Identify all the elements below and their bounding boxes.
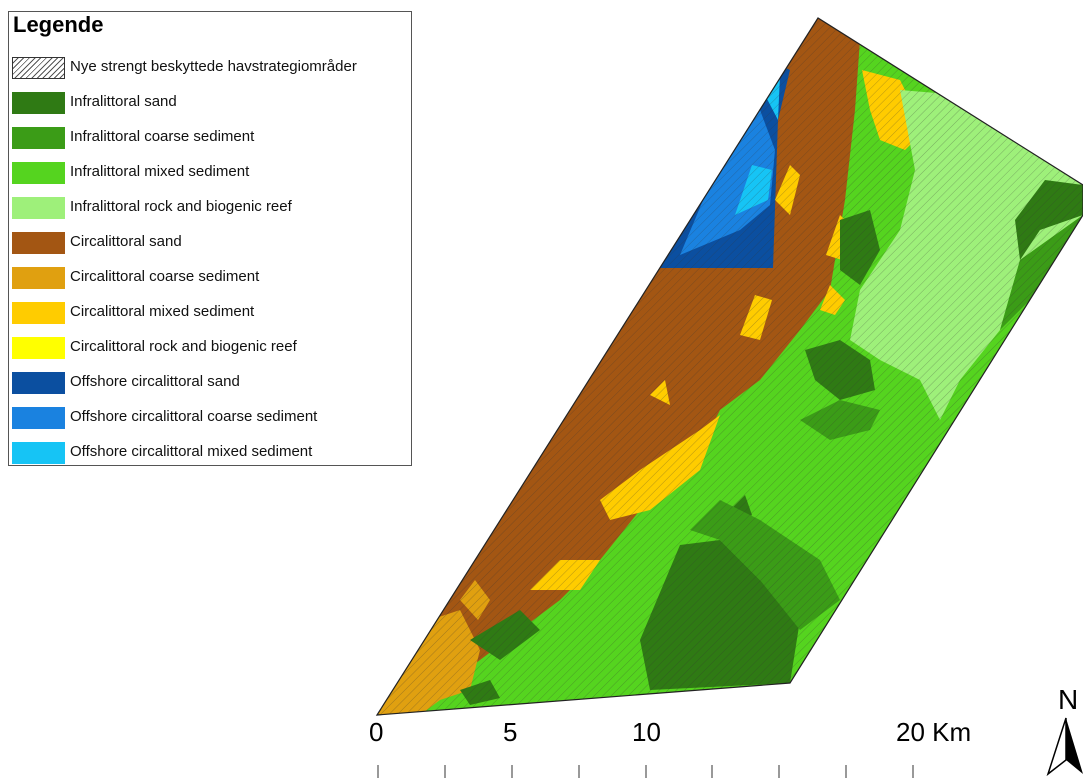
legend-item-label: Circalittoral coarse sediment	[70, 268, 259, 285]
legend-item-offshore-coarse: Offshore circalittoral coarse sediment	[9, 406, 409, 432]
color-swatch	[12, 92, 65, 114]
legend-item-infralittoral-coarse: Infralittoral coarse sediment	[9, 126, 409, 152]
legend-item-protected-areas: Nye strengt beskyttede havstrategiområde…	[9, 56, 409, 82]
legend-item-label: Circalittoral rock and biogenic reef	[70, 338, 297, 355]
color-swatch	[12, 267, 65, 289]
legend-item-label: Offshore circalittoral sand	[70, 373, 240, 390]
color-swatch	[12, 337, 65, 359]
color-swatch	[12, 127, 65, 149]
legend-item-label: Offshore circalittoral mixed sediment	[70, 443, 312, 460]
scalebar-ticks	[378, 765, 913, 778]
legend-item-label: Offshore circalittoral coarse sediment	[70, 408, 317, 425]
color-swatch	[12, 407, 65, 429]
legend-item-circalittoral-rock: Circalittoral rock and biogenic reef	[9, 336, 409, 362]
legend-item-label: Infralittoral coarse sediment	[70, 128, 254, 145]
color-swatch	[12, 372, 65, 394]
legend-item-infralittoral-rock: Infralittoral rock and biogenic reef	[9, 196, 409, 222]
north-label: N	[1058, 684, 1078, 716]
scale-label-20: 20 Km	[896, 717, 971, 748]
color-swatch	[12, 232, 65, 254]
legend-item-label: Nye strengt beskyttede havstrategiområde…	[70, 58, 357, 75]
legend-item-label: Circalittoral mixed sediment	[70, 303, 254, 320]
legend-title: Legende	[13, 12, 103, 38]
color-swatch	[12, 442, 65, 464]
legend-item-infralittoral-mixed: Infralittoral mixed sediment	[9, 161, 409, 187]
legend-panel: Legende Nye strengt beskyttede havstrate…	[8, 11, 412, 466]
legend-item-label: Infralittoral sand	[70, 93, 177, 110]
legend-item-offshore-sand: Offshore circalittoral sand	[9, 371, 409, 397]
legend-item-circalittoral-coarse: Circalittoral coarse sediment	[9, 266, 409, 292]
color-swatch	[12, 302, 65, 324]
color-swatch	[12, 162, 65, 184]
scale-label-5: 5	[503, 717, 517, 748]
scale-label-10: 10	[632, 717, 661, 748]
legend-item-label: Infralittoral rock and biogenic reef	[70, 198, 292, 215]
legend-item-label: Circalittoral sand	[70, 233, 182, 250]
hatch-swatch-icon	[12, 57, 65, 79]
legend-item-offshore-mixed: Offshore circalittoral mixed sediment	[9, 441, 409, 467]
color-swatch	[12, 197, 65, 219]
legend-item-circalittoral-mixed: Circalittoral mixed sediment	[9, 301, 409, 327]
scale-label-0: 0	[369, 717, 383, 748]
legend-item-infralittoral-sand: Infralittoral sand	[9, 91, 409, 117]
legend-item-circalittoral-sand: Circalittoral sand	[9, 231, 409, 257]
north-arrow-icon	[1048, 718, 1083, 774]
legend-item-label: Infralittoral mixed sediment	[70, 163, 249, 180]
